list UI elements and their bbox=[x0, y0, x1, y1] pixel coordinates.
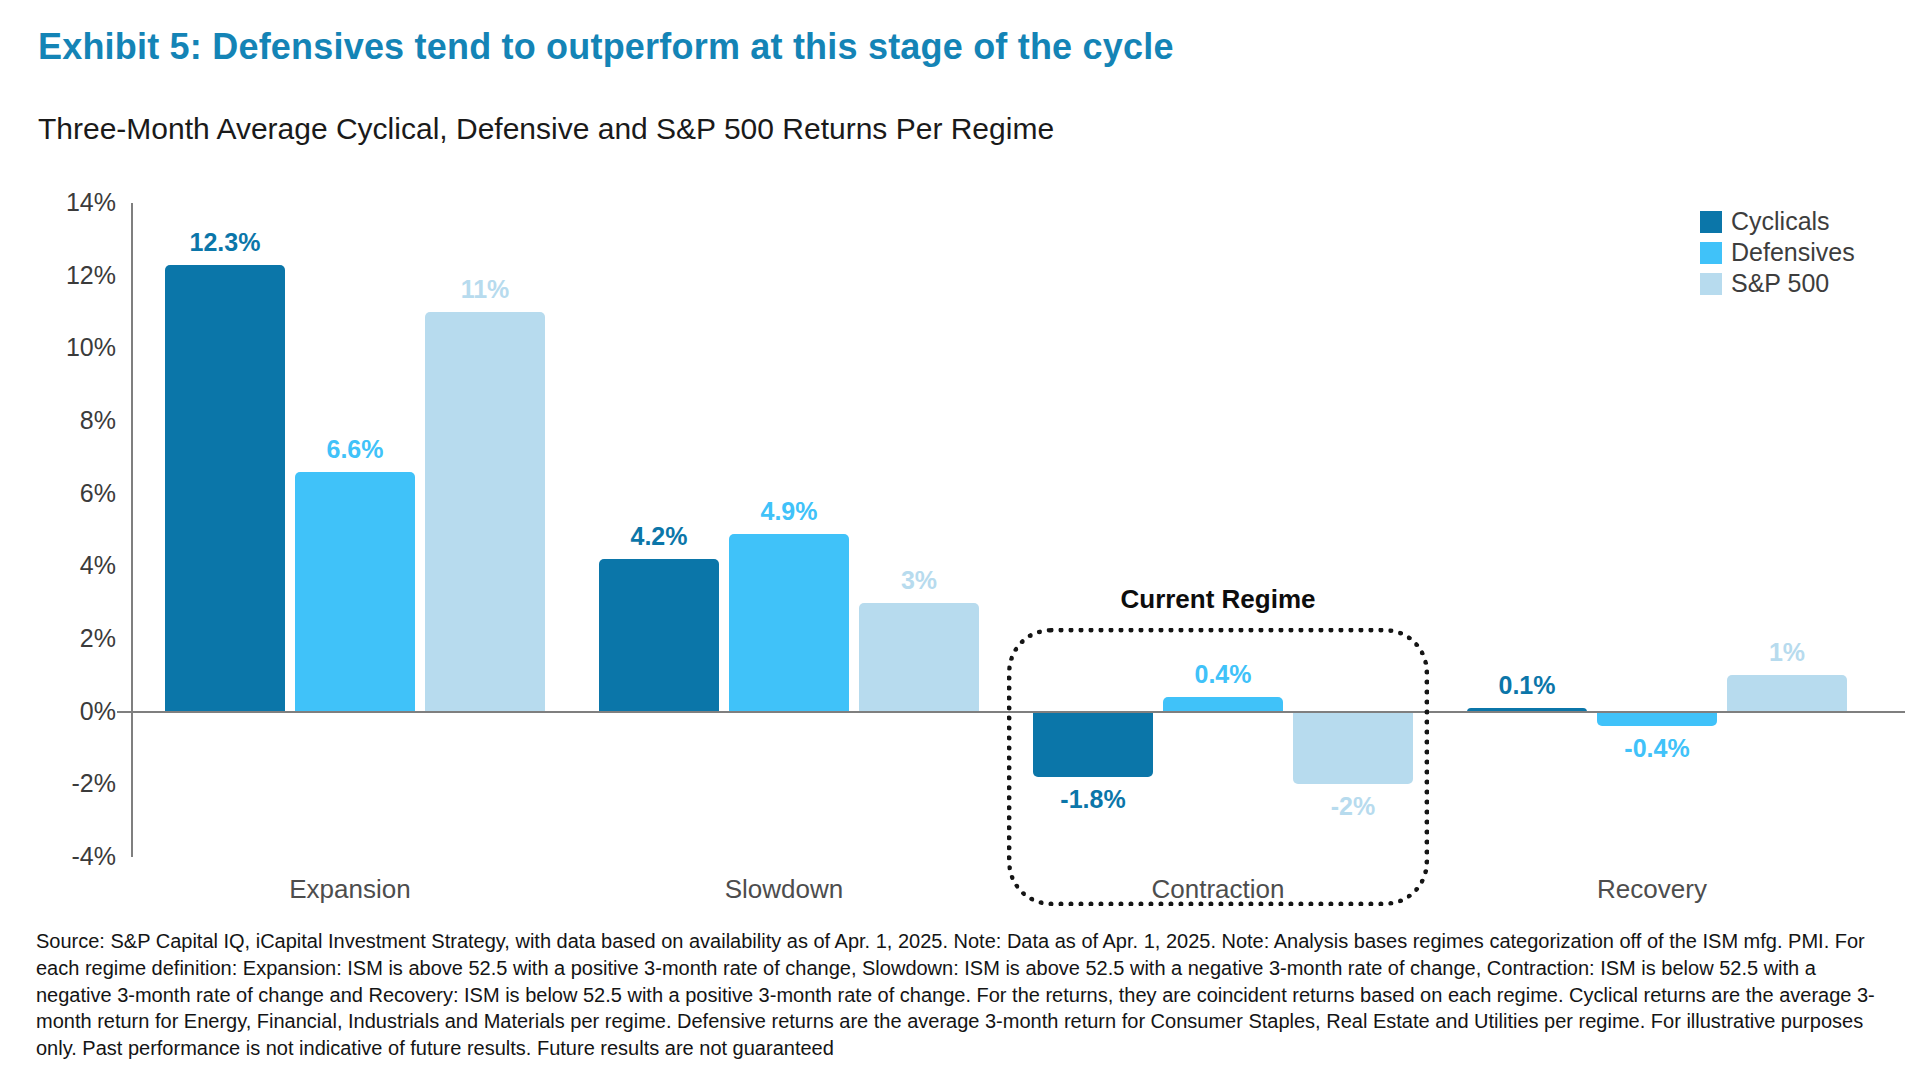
y-tick-label: 4% bbox=[20, 551, 116, 580]
y-tick-label: -2% bbox=[20, 769, 116, 798]
bar-s-p-500-expansion bbox=[425, 312, 545, 712]
bar-label-s-p-500-slowdown: 3% bbox=[844, 566, 994, 595]
category-label-slowdown: Slowdown bbox=[634, 874, 934, 905]
category-label-recovery: Recovery bbox=[1502, 874, 1802, 905]
bar-defensives-slowdown bbox=[729, 534, 849, 712]
exhibit-page: Exhibit 5: Defensives tend to outperform… bbox=[0, 0, 1920, 1080]
legend-swatch-defensives bbox=[1700, 242, 1722, 264]
bar-label-s-p-500-expansion: 11% bbox=[410, 275, 560, 304]
legend-label-defensives: Defensives bbox=[1731, 238, 1855, 267]
bar-chart: 14% 12% 10% 8% 6% 4% 2% 0% -2% -4% 12.3% 6.6% 11% Exp… bbox=[0, 160, 1920, 925]
y-axis-line bbox=[131, 203, 133, 857]
legend-label-s-p-500: S&P 500 bbox=[1731, 269, 1829, 298]
bar-cyclicals-expansion bbox=[165, 265, 285, 712]
source-note: Source: S&P Capital IQ, iCapital Investm… bbox=[36, 928, 1888, 1062]
bar-defensives-recovery bbox=[1597, 712, 1717, 727]
bar-label-cyclicals-slowdown: 4.2% bbox=[584, 522, 734, 551]
current-regime-label: Current Regime bbox=[1018, 584, 1418, 615]
legend-label-cyclicals: Cyclicals bbox=[1731, 207, 1830, 236]
y-tick-label: 12% bbox=[20, 261, 116, 290]
y-tick-label: 6% bbox=[20, 479, 116, 508]
bar-s-p-500-recovery bbox=[1727, 675, 1847, 711]
bar-label-defensives-recovery: -0.4% bbox=[1582, 734, 1732, 763]
chart-subtitle: Three-Month Average Cyclical, Defensive … bbox=[38, 112, 1054, 146]
category-label-expansion: Expansion bbox=[200, 874, 500, 905]
legend: CyclicalsDefensivesS&P 500 bbox=[1700, 206, 1855, 299]
y-tick-label: 14% bbox=[20, 188, 116, 217]
y-tick-label: 0% bbox=[20, 697, 116, 726]
current-regime-box bbox=[1007, 628, 1429, 906]
legend-item-s-p-500: S&P 500 bbox=[1700, 268, 1855, 299]
legend-item-defensives: Defensives bbox=[1700, 237, 1855, 268]
bar-s-p-500-slowdown bbox=[859, 603, 979, 712]
legend-swatch-cyclicals bbox=[1700, 211, 1722, 233]
exhibit-title: Exhibit 5: Defensives tend to outperform… bbox=[38, 26, 1174, 68]
bar-defensives-expansion bbox=[295, 472, 415, 712]
bar-label-defensives-expansion: 6.6% bbox=[280, 435, 430, 464]
bar-label-cyclicals-expansion: 12.3% bbox=[150, 228, 300, 257]
bar-label-defensives-slowdown: 4.9% bbox=[714, 497, 864, 526]
y-tick-label: 10% bbox=[20, 333, 116, 362]
y-tick-label: 2% bbox=[20, 624, 116, 653]
y-tick-label: -4% bbox=[20, 842, 116, 871]
bar-label-s-p-500-recovery: 1% bbox=[1712, 638, 1862, 667]
bar-cyclicals-slowdown bbox=[599, 559, 719, 712]
legend-swatch-s-p-500 bbox=[1700, 273, 1722, 295]
bar-label-cyclicals-recovery: 0.1% bbox=[1452, 671, 1602, 700]
legend-item-cyclicals: Cyclicals bbox=[1700, 206, 1855, 237]
y-tick-label: 8% bbox=[20, 406, 116, 435]
